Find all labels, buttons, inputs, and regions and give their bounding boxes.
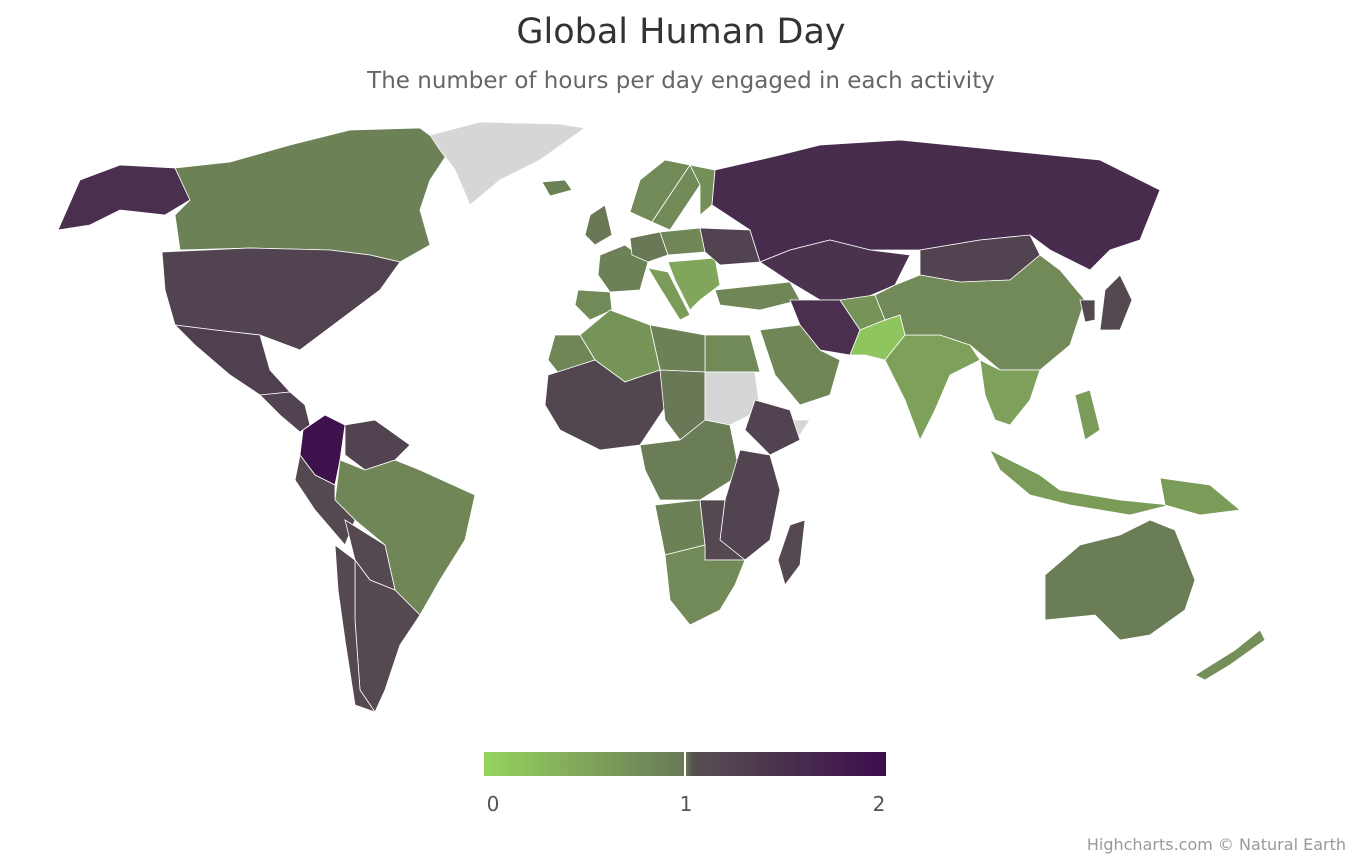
region-alaska[interactable] (57, 164, 191, 231)
region-japan[interactable] (1099, 274, 1133, 331)
region-sudan[interactable] (704, 371, 761, 426)
color-axis-label-mid: 1 (679, 792, 693, 816)
region-kazakhstan[interactable] (759, 239, 911, 301)
region-ukraine[interactable] (699, 227, 761, 266)
region-finland[interactable] (689, 164, 716, 216)
chart-title: Global Human Day (516, 12, 846, 52)
region-canada[interactable] (174, 127, 451, 263)
region-italy[interactable] (647, 267, 691, 321)
region-papua-new-guinea[interactable] (1159, 477, 1241, 516)
region-central-america[interactable] (259, 391, 311, 433)
region-peru[interactable] (294, 454, 356, 546)
region-madagascar[interactable] (777, 519, 806, 586)
region-ethiopia[interactable] (744, 399, 801, 456)
region-united-kingdom[interactable] (584, 204, 613, 246)
color-axis-label-max: 2 (872, 792, 886, 816)
region-west-africa[interactable] (544, 359, 671, 451)
region-egypt[interactable] (704, 334, 761, 373)
region-saudi-arabia[interactable] (759, 324, 841, 406)
region-greenland[interactable] (429, 121, 587, 206)
region-turkey[interactable] (714, 281, 801, 311)
region-south-africa[interactable] (664, 544, 746, 626)
region-chile[interactable] (334, 544, 377, 713)
region-korea[interactable] (1079, 299, 1096, 323)
region-new-zealand[interactable] (1194, 629, 1266, 681)
color-axis-legend (484, 752, 886, 776)
region-central-africa[interactable] (639, 419, 741, 501)
region-india[interactable] (884, 334, 981, 441)
region-spain[interactable] (574, 289, 613, 321)
chart-subtitle: The number of hours per day engaged in e… (367, 68, 995, 94)
region-southeast-asia[interactable] (979, 359, 1041, 426)
region-australia[interactable] (1044, 519, 1196, 641)
region-indonesia[interactable] (989, 449, 1171, 516)
region-iceland[interactable] (541, 179, 573, 197)
region-philippines[interactable] (1074, 389, 1101, 441)
color-axis-label-min: 0 (486, 792, 500, 816)
region-germany[interactable] (629, 231, 669, 263)
credits-link[interactable]: Highcharts.com © Natural Earth (1086, 835, 1346, 854)
region-poland[interactable] (659, 227, 706, 256)
color-axis-tick (684, 752, 686, 776)
